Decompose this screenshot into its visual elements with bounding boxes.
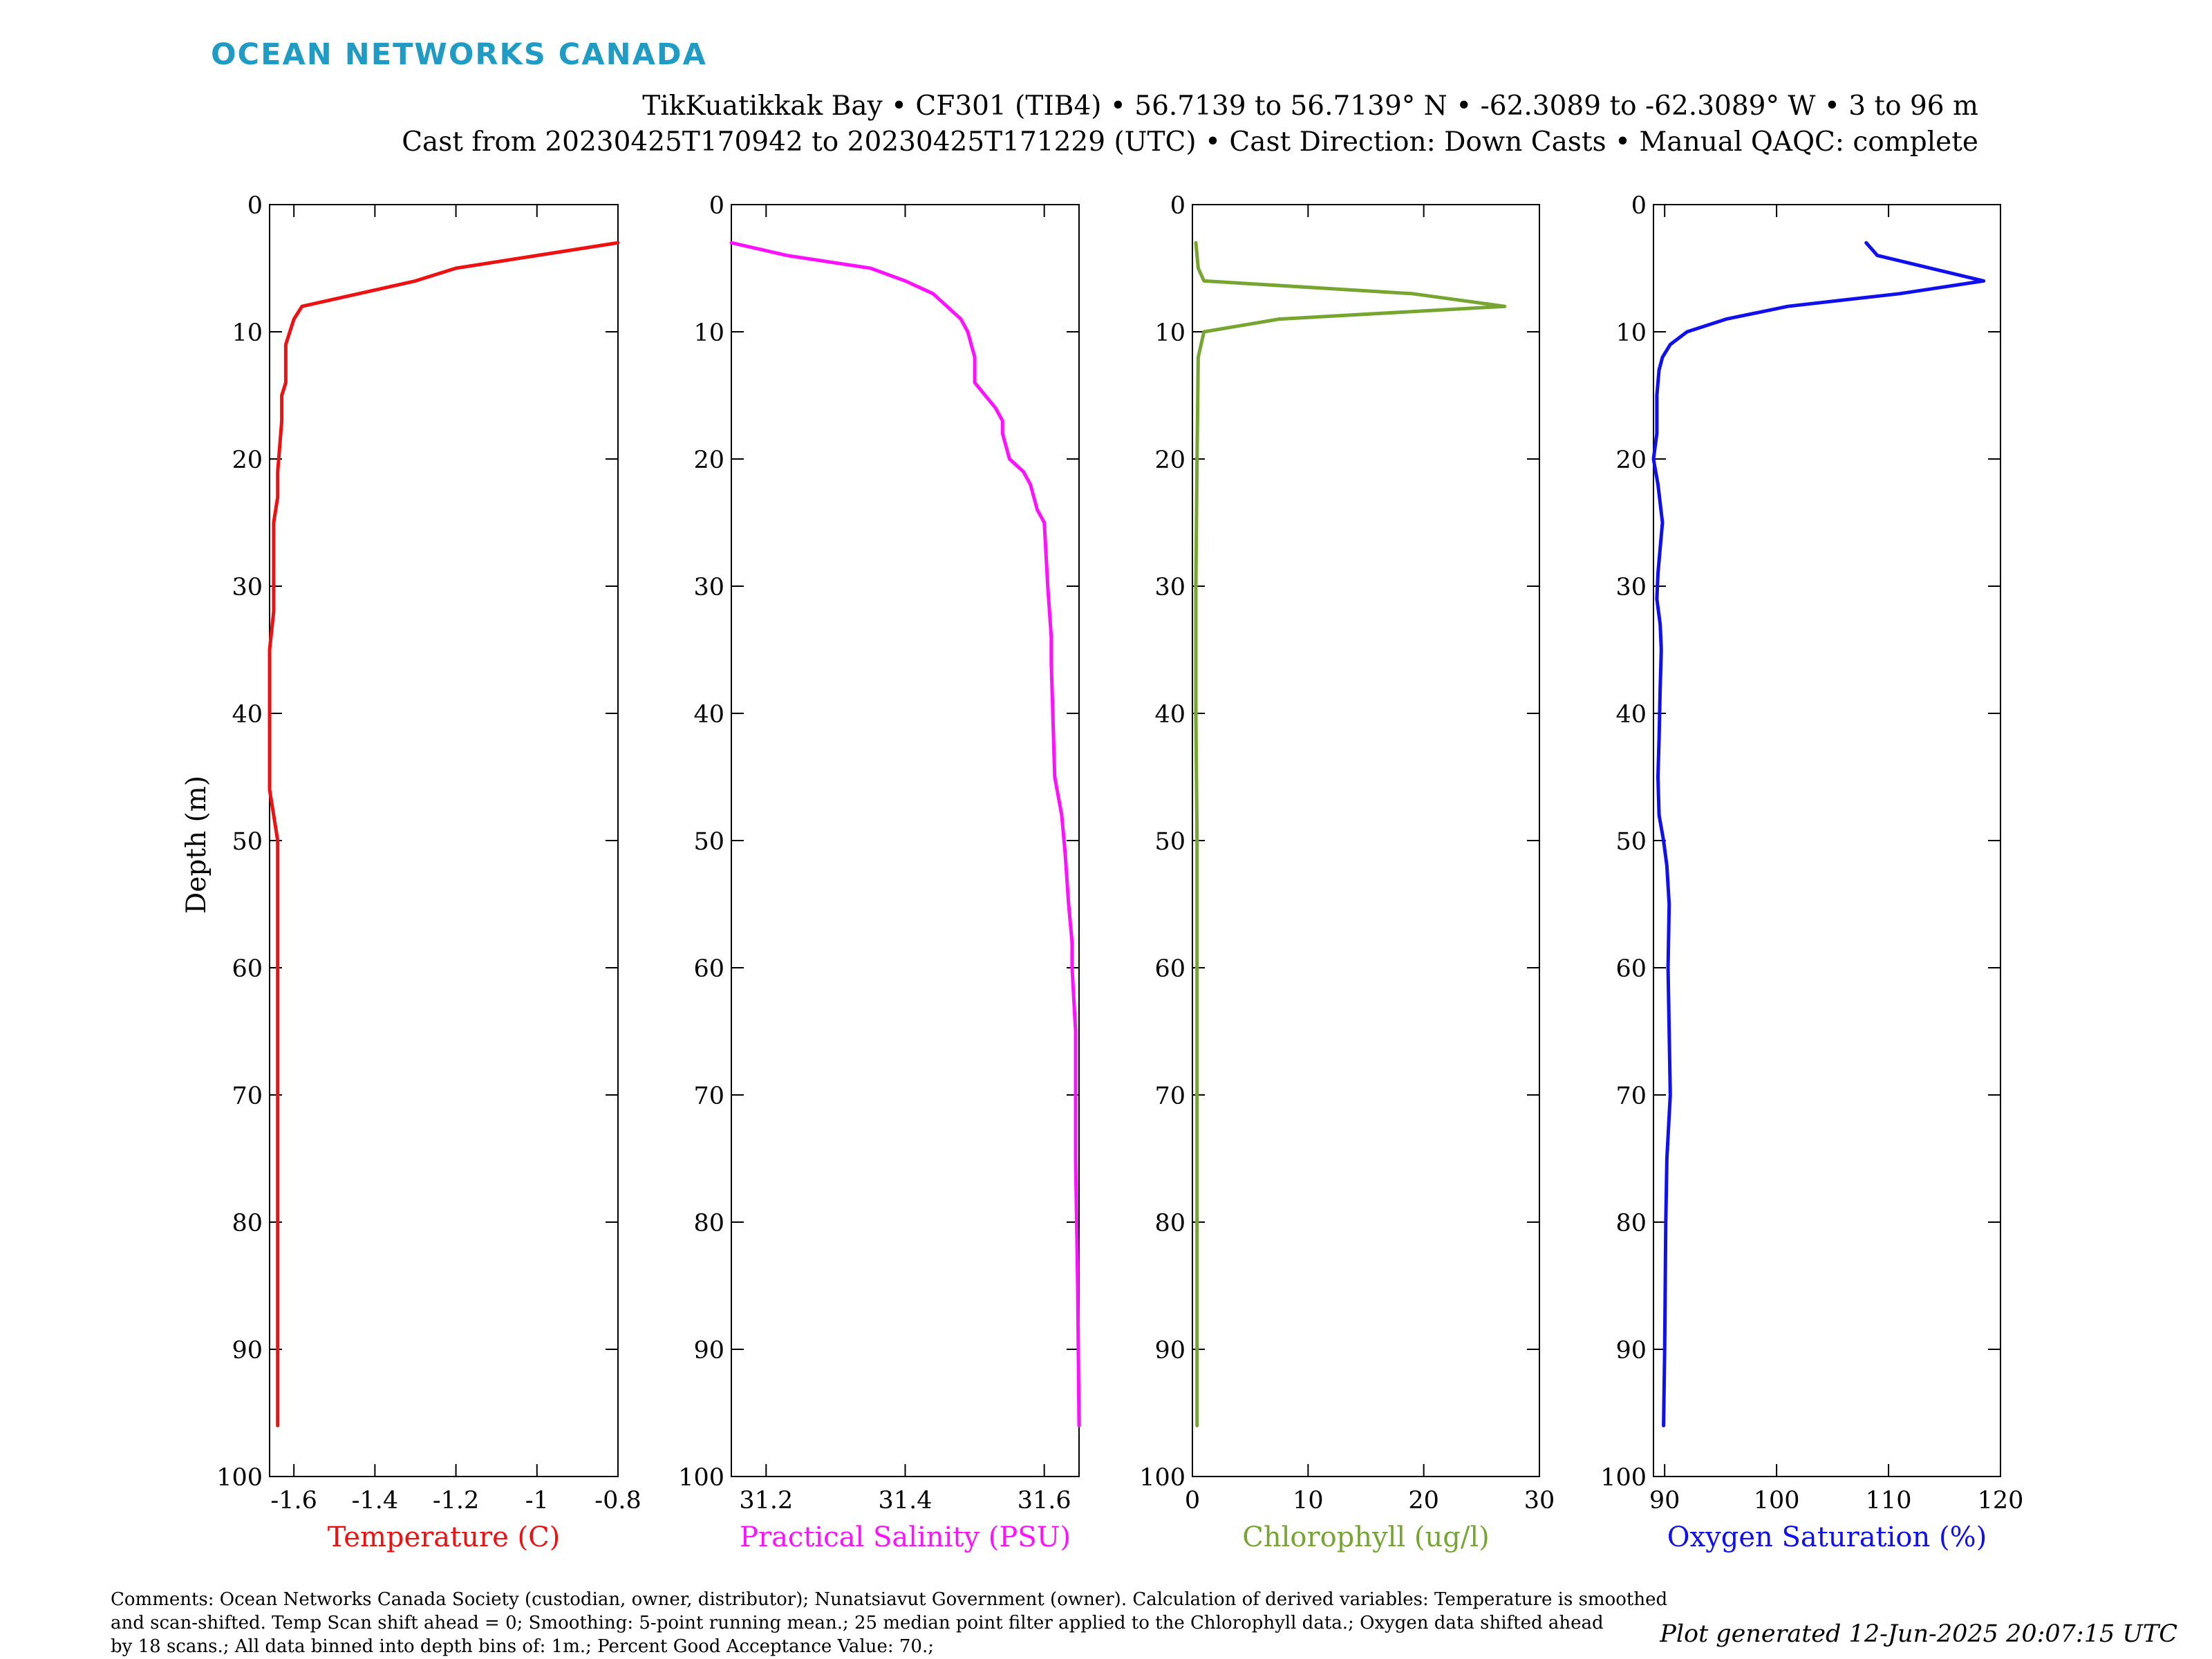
x-axis-label: Chlorophyll (ug/l) bbox=[1242, 1521, 1490, 1553]
y-tick-label: 60 bbox=[232, 955, 263, 983]
y-tick-label: 100 bbox=[216, 1464, 263, 1492]
x-tick-label: -1.6 bbox=[270, 1487, 317, 1515]
y-tick-label: 80 bbox=[1615, 1210, 1647, 1237]
y-tick-label: 0 bbox=[709, 192, 724, 220]
y-tick-label: 20 bbox=[693, 447, 724, 474]
y-tick-label: 90 bbox=[232, 1337, 263, 1365]
x-tick-label: -1.2 bbox=[433, 1487, 480, 1515]
profile-line bbox=[1651, 241, 1986, 1427]
footer-comments-line-3: by 18 scans.; All data binned into depth… bbox=[111, 1636, 934, 1657]
y-tick-label: 0 bbox=[1170, 192, 1185, 220]
profile-panel-1: 0 10 20 30 40 50 60 70 80 90 100-1.6 -1.4 -1.2 -1 -0.8… bbox=[216, 192, 641, 1553]
x-tick-label: -1.4 bbox=[352, 1487, 399, 1515]
x-tick-label: 10 bbox=[1293, 1487, 1324, 1515]
y-tick-label: 40 bbox=[693, 701, 724, 729]
y-tick-label: 80 bbox=[693, 1210, 724, 1237]
y-tick-label: 50 bbox=[693, 828, 724, 856]
y-tick-label: 100 bbox=[678, 1464, 724, 1492]
footer-comments-line-2: and scan-shifted. Temp Scan shift ahead … bbox=[111, 1613, 1604, 1633]
y-tick-label: 70 bbox=[232, 1082, 263, 1110]
y-tick-label: 50 bbox=[1615, 828, 1647, 856]
x-tick-label: 90 bbox=[1649, 1487, 1680, 1515]
y-tick-label: 10 bbox=[232, 319, 263, 347]
y-tick-label: 40 bbox=[1615, 701, 1647, 729]
y-tick-label: 70 bbox=[693, 1082, 724, 1110]
plot-generated-timestamp: Plot generated 12-Jun-2025 20:07:15 UTC bbox=[1659, 1620, 2177, 1648]
y-tick-label: 80 bbox=[232, 1210, 263, 1237]
y-tick-label: 60 bbox=[1615, 955, 1647, 983]
y-tick-label: 0 bbox=[247, 192, 263, 220]
y-tick-label: 60 bbox=[1154, 955, 1185, 983]
y-tick-label: 30 bbox=[693, 574, 724, 601]
brand-logo-text: OCEAN NETWORKS CANADA bbox=[211, 37, 707, 72]
x-axis-label: Temperature (C) bbox=[328, 1521, 561, 1553]
x-tick-label: 31.2 bbox=[739, 1487, 793, 1515]
y-tick-label: 20 bbox=[1154, 447, 1185, 474]
y-tick-label: 70 bbox=[1615, 1082, 1647, 1110]
y-tick-label: 20 bbox=[232, 447, 263, 474]
plot-title-line-2: Cast from 20230425T170942 to 20230425T17… bbox=[402, 126, 1978, 158]
y-tick-label: 20 bbox=[1615, 447, 1647, 474]
y-tick-label: 0 bbox=[1631, 192, 1647, 220]
y-tick-label: 10 bbox=[1615, 319, 1647, 347]
y-tick-label: 60 bbox=[693, 955, 724, 983]
y-tick-label: 10 bbox=[693, 319, 724, 347]
y-tick-label: 90 bbox=[1154, 1337, 1185, 1365]
y-tick-label: 90 bbox=[693, 1337, 724, 1365]
y-tick-label: 50 bbox=[232, 828, 263, 856]
x-tick-label: 31.4 bbox=[879, 1487, 932, 1515]
x-tick-label: 30 bbox=[1524, 1487, 1555, 1515]
x-tick-label: -0.8 bbox=[594, 1487, 641, 1515]
profile-line bbox=[1194, 241, 1507, 1427]
y-tick-label: 70 bbox=[1154, 1082, 1185, 1110]
footer-comments-line-1: Comments: Ocean Networks Canada Society … bbox=[111, 1589, 1667, 1610]
x-tick-label: 0 bbox=[1185, 1487, 1200, 1515]
y-tick-label: 40 bbox=[1154, 701, 1185, 729]
x-axis-label: Oxygen Saturation (%) bbox=[1667, 1521, 1987, 1553]
y-tick-label: 100 bbox=[1600, 1464, 1647, 1492]
y-tick-label: 90 bbox=[1615, 1337, 1647, 1365]
y-tick-label: 30 bbox=[1615, 574, 1647, 601]
y-tick-label: 40 bbox=[232, 701, 263, 729]
y-tick-label: 10 bbox=[1154, 319, 1185, 347]
plot-title-line-1: TikKuatikkak Bay • CF301 (TIB4) • 56.713… bbox=[642, 91, 1978, 122]
y-tick-label: 100 bbox=[1139, 1464, 1185, 1492]
x-tick-label: 110 bbox=[1866, 1487, 1912, 1515]
profile-panel-2: 0 10 20 30 40 50 60 70 80 90 100 31.2 31.4 31.6 Practi… bbox=[678, 192, 1081, 1553]
x-tick-label: 100 bbox=[1754, 1487, 1800, 1515]
profile-line bbox=[729, 241, 1081, 1427]
y-tick-label: 30 bbox=[232, 574, 263, 601]
x-tick-label: 120 bbox=[1978, 1487, 2024, 1515]
x-tick-label: 20 bbox=[1408, 1487, 1439, 1515]
y-tick-label: 80 bbox=[1154, 1210, 1185, 1237]
y-axis-label: Depth (m) bbox=[181, 776, 212, 914]
x-tick-label: 31.6 bbox=[1018, 1487, 1071, 1515]
y-tick-label: 50 bbox=[1154, 828, 1185, 856]
profile-line bbox=[268, 241, 620, 1427]
y-tick-label: 30 bbox=[1154, 574, 1185, 601]
x-axis-label: Practical Salinity (PSU) bbox=[740, 1521, 1071, 1553]
x-tick-label: -1 bbox=[525, 1487, 549, 1515]
